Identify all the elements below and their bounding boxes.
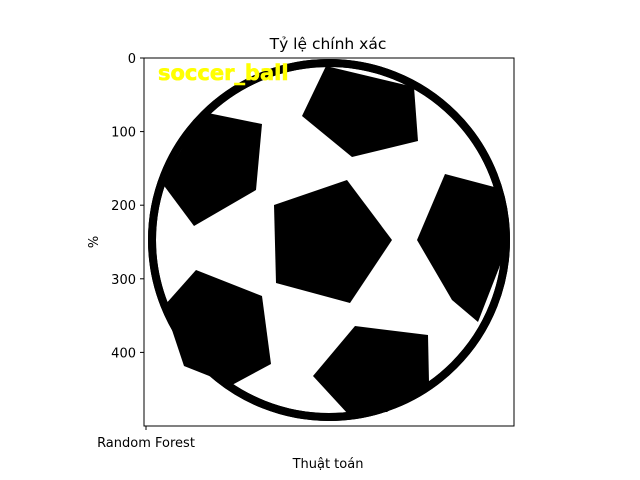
y-tick-label: 0 bbox=[128, 52, 136, 67]
y-tick-label: 200 bbox=[111, 199, 136, 214]
ball-outline-front bbox=[148, 59, 510, 421]
ball-panel-right bbox=[417, 174, 506, 322]
overlay-label: soccer_ball bbox=[158, 61, 289, 85]
plot-area: soccer_ball bbox=[143, 57, 515, 427]
y-tick-label: 300 bbox=[111, 273, 136, 288]
ball-panel-center bbox=[274, 180, 392, 303]
chart-title: Tỷ lệ chính xác bbox=[269, 35, 387, 53]
y-axis: 0 100 200 300 400 bbox=[111, 52, 144, 361]
x-axis: Random Forest bbox=[97, 426, 195, 451]
y-axis-label: % bbox=[87, 236, 102, 248]
y-tick-label: 100 bbox=[111, 126, 136, 141]
ball-panel-bottom bbox=[313, 326, 429, 414]
plot-frame bbox=[143, 57, 515, 427]
x-axis-label: Thuật toán bbox=[292, 457, 364, 472]
x-tick-label: Random Forest bbox=[97, 436, 195, 451]
soccer-ball-image bbox=[148, 59, 510, 421]
y-tick-label: 400 bbox=[111, 346, 136, 361]
ball-panel-top bbox=[302, 66, 418, 157]
